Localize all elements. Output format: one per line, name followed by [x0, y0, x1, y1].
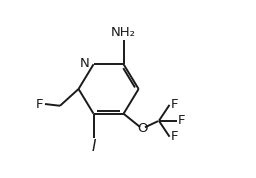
Text: I: I	[91, 139, 96, 154]
Text: F: F	[171, 98, 178, 111]
Text: F: F	[36, 98, 44, 111]
Text: F: F	[178, 114, 186, 127]
Text: NH₂: NH₂	[111, 26, 136, 39]
Text: O: O	[137, 122, 147, 135]
Text: F: F	[171, 130, 178, 143]
Text: N: N	[80, 57, 90, 70]
